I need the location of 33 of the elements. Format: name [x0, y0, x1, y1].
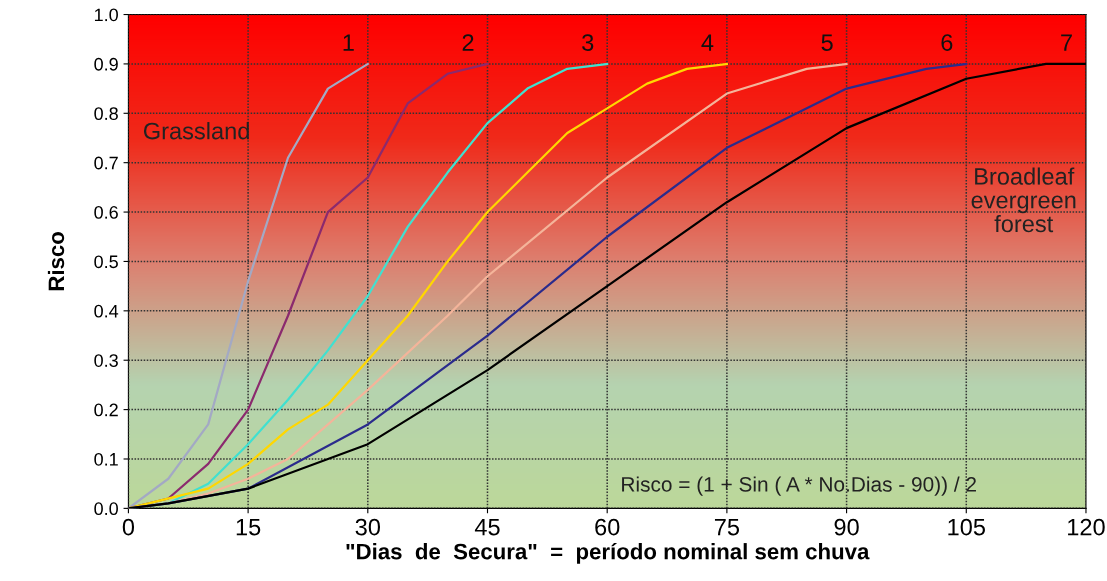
annotation: Risco = (1 + Sin ( A * No.Dias - 90)) / 2 — [622, 476, 976, 496]
series-label: 6 — [941, 34, 953, 51]
line-series — [128, 62, 369, 509]
y-tick-label: 0.8 — [94, 107, 118, 121]
x-tick-label: 90 — [834, 518, 859, 536]
y-tick-label: 0.9 — [94, 57, 118, 71]
x-tick-label: 0 — [122, 518, 135, 536]
series-label: 3 — [582, 34, 594, 51]
x-tick-label: 120 — [1068, 518, 1105, 536]
x-tick-label: 105 — [948, 518, 985, 536]
y-tick-label: 0.5 — [94, 255, 118, 269]
y-axis-title: Risco — [47, 232, 65, 291]
series-label: 2 — [462, 34, 474, 51]
series-label: 7 — [1061, 34, 1072, 51]
x-axis-title: "Dias de Secura" = período nominal sem chuva — [346, 542, 870, 564]
y-tick-label: 0.7 — [94, 156, 118, 170]
x-tick-label: 45 — [474, 518, 500, 536]
y-tick-label: 0.1 — [94, 452, 118, 466]
x-tick-label: 75 — [714, 518, 740, 536]
x-tick-label: 60 — [595, 518, 620, 536]
x-tick-label: 30 — [355, 518, 381, 536]
y-tick-label: 0.4 — [94, 304, 119, 318]
series-label: 4 — [701, 34, 714, 51]
x-tick-label: 15 — [236, 518, 261, 536]
y-tick-label: 0.2 — [94, 403, 118, 417]
y-tick-label: 1.0 — [94, 8, 118, 22]
series-label: 1 — [343, 34, 354, 51]
annotation: Grassland — [143, 122, 249, 140]
series-label: 5 — [821, 34, 833, 51]
y-tick-label: 0.3 — [94, 354, 118, 367]
annotation: Broadleaf evergreen forest — [971, 167, 1076, 233]
y-tick-label: 0.0 — [94, 502, 118, 516]
y-tick-label: 0.6 — [94, 206, 118, 219]
